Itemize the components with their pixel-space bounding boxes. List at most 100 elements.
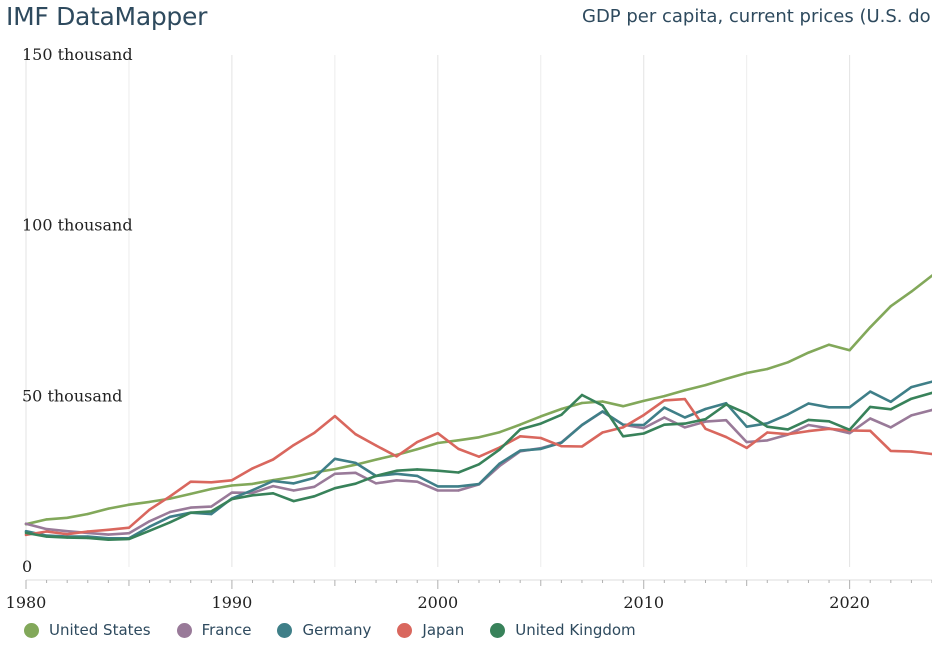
data-point-united-states [313,471,316,474]
data-point-united-kingdom [724,403,728,406]
data-point-united-kingdom [333,487,337,490]
data-point-japan [745,446,748,450]
y-tick-label: 0 [22,557,32,576]
data-point-united-states [86,512,90,516]
data-point-united-kingdom [189,511,192,514]
data-point-united-states [189,492,192,496]
data-point-united-kingdom [210,510,213,513]
data-point-germany [539,447,542,451]
data-point-united-states [436,441,439,445]
data-point-germany [560,441,563,444]
legend-dot-icon [490,622,506,638]
data-point-united-kingdom [477,463,481,466]
data-point-germany [395,472,398,475]
data-point-united-kingdom [745,412,748,415]
data-point-united-kingdom [621,435,625,438]
data-point-united-states [786,361,790,364]
data-point-united-kingdom [910,397,913,400]
data-point-united-states [374,458,378,461]
data-point-germany [848,406,851,409]
data-point-france [66,530,69,533]
data-point-france [766,439,769,442]
data-point-germany [745,425,748,428]
data-point-united-states [848,349,851,352]
data-point-japan [910,450,913,453]
data-point-united-states [869,326,872,329]
data-point-france [704,420,707,423]
data-point-united-kingdom [168,521,172,524]
data-point-germany [251,489,254,492]
data-point-united-states [66,516,69,519]
data-point-japan [127,526,131,529]
data-point-japan [724,435,728,439]
data-point-france [313,485,316,488]
brand-title[interactable]: IMF DataMapper [6,2,208,31]
chart-legend: United States France Germany Japan Unite… [24,621,662,639]
data-point-united-states [477,436,481,439]
x-tick-label: 2020 [829,593,870,612]
data-point-united-states [210,487,213,491]
data-point-united-states [230,484,234,487]
data-point-united-kingdom [457,471,460,474]
data-point-japan [663,399,666,402]
data-point-germany [498,462,501,465]
data-point-france [910,414,913,417]
data-point-japan [519,435,522,438]
data-point-germany [889,400,892,403]
data-point-japan [416,440,419,444]
data-point-japan [889,449,892,453]
data-point-united-states [621,405,625,408]
data-point-united-kingdom [704,418,707,421]
data-point-japan [354,433,357,436]
data-point-united-kingdom [580,393,584,397]
data-point-united-kingdom [539,422,542,425]
y-tick-label: 150 thousand [22,45,133,64]
data-point-united-kingdom [148,529,151,532]
legend-label: Japan [422,621,465,639]
data-point-united-states [889,305,892,308]
legend-item-japan[interactable]: Japan [397,621,464,639]
data-point-united-kingdom [786,428,790,431]
data-point-japan [436,432,439,435]
data-point-france [663,416,666,419]
data-point-france [374,482,378,485]
data-point-france [24,522,28,525]
data-point-united-states [910,290,913,293]
data-point-united-kingdom [251,494,254,497]
data-point-japan [807,429,810,433]
legend-item-france[interactable]: France [176,621,251,639]
series-line-united-states [24,274,932,526]
data-point-japan [827,427,831,430]
data-point-japan [251,467,254,470]
data-point-germany [333,457,337,460]
legend-item-germany[interactable]: Germany [277,621,371,639]
data-point-japan [168,495,172,498]
data-point-france [148,520,151,523]
data-point-germany [519,449,522,452]
data-point-japan [580,445,584,448]
data-point-france [807,423,810,427]
data-point-united-states [45,518,48,521]
data-point-france [45,527,48,531]
data-point-united-kingdom [230,497,234,501]
data-point-united-kingdom [498,448,501,451]
data-point-japan [560,445,563,448]
data-point-japan [107,528,110,531]
data-point-germany [683,416,687,419]
legend-item-united-states[interactable]: United States [24,621,151,639]
data-point-united-kingdom [354,482,357,485]
legend-item-united-kingdom[interactable]: United Kingdom [490,621,636,639]
data-point-germany [910,385,913,389]
data-point-united-states [601,400,604,403]
data-point-united-kingdom [45,535,48,538]
data-point-japan [704,427,707,430]
data-point-germany [436,485,439,488]
data-point-japan [869,429,872,432]
data-point-germany [704,407,707,411]
x-tick-label: 1990 [212,593,253,612]
data-point-france [333,472,337,475]
data-point-france [189,506,192,509]
data-point-germany [271,479,275,483]
